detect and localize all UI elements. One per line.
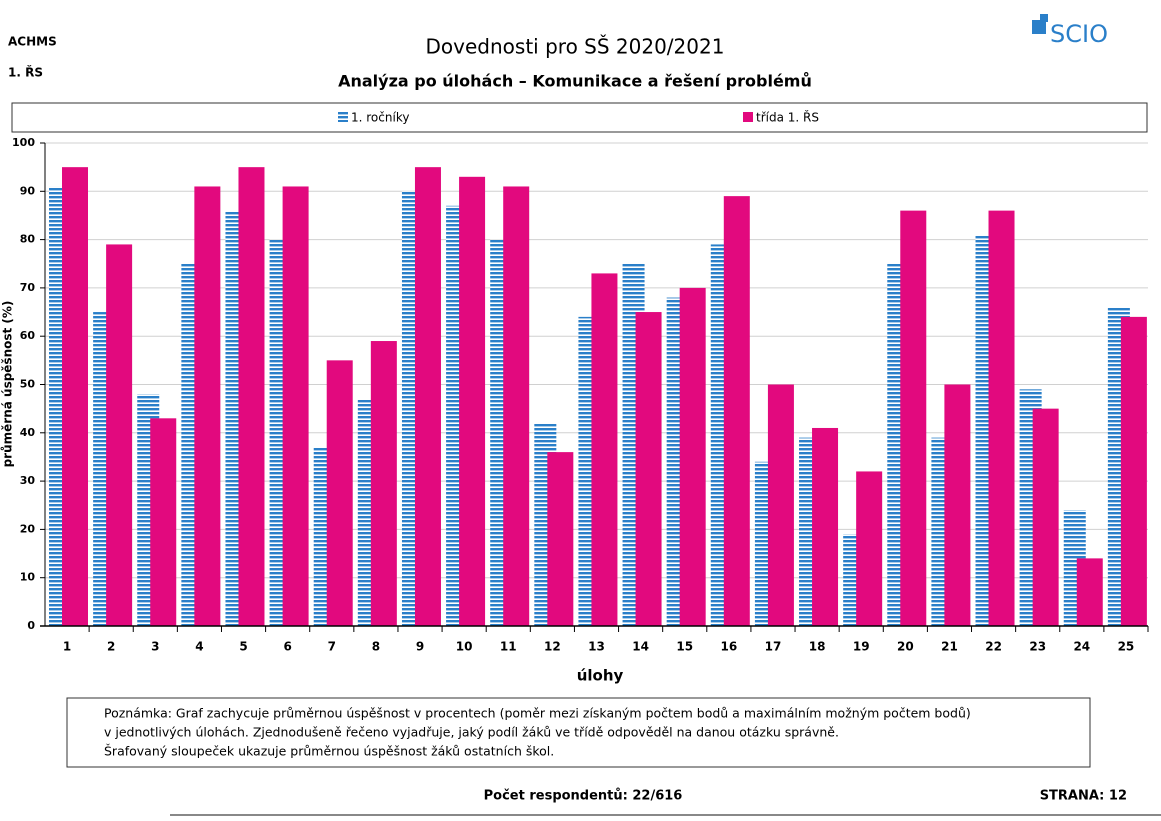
x-tick-label: 12 [544, 640, 561, 654]
x-tick-label: 10 [456, 640, 473, 654]
x-tick-label: 16 [721, 640, 738, 654]
legend-swatch [338, 112, 348, 122]
respondents: Počet respondentů: 22/616 [484, 789, 683, 804]
x-tick-label: 6 [283, 640, 291, 654]
x-tick-label: 9 [416, 640, 424, 654]
y-tick-label: 10 [20, 571, 36, 584]
chart-title: Dovednosti pro SŠ 2020/2021 [426, 35, 725, 59]
x-tick-label: 24 [1073, 640, 1090, 654]
x-tick-label: 13 [588, 640, 605, 654]
legend-label: třída 1. ŘS [756, 110, 819, 125]
bar [1076, 558, 1103, 626]
logo-mark [1040, 14, 1048, 22]
x-tick-label: 4 [195, 640, 203, 654]
x-tick-label: 3 [151, 640, 159, 654]
y-tick-label: 60 [20, 329, 36, 342]
bar [62, 167, 88, 626]
note-line: Šrafovaný sloupeček ukazuje průměrnou ús… [104, 744, 554, 759]
x-tick-label: 18 [809, 640, 826, 654]
bar [326, 360, 353, 626]
y-tick-label: 0 [27, 619, 35, 632]
x-tick-label: 1 [63, 640, 71, 654]
x-tick-label: 7 [328, 640, 336, 654]
logo: SCIO [1050, 20, 1108, 48]
x-tick-label: 5 [239, 640, 247, 654]
bar [150, 418, 177, 626]
y-tick-label: 70 [20, 281, 36, 294]
bar [238, 167, 265, 626]
x-tick-label: 8 [372, 640, 380, 654]
x-tick-label: 17 [765, 640, 782, 654]
bar [106, 244, 133, 626]
class: 1. ŘS [8, 65, 43, 80]
bar [547, 452, 574, 626]
x-tick-label: 14 [632, 640, 649, 654]
bar [767, 384, 794, 626]
bar [856, 471, 883, 626]
legend-box [11, 102, 1148, 133]
bar [723, 196, 750, 626]
x-tick-label: 25 [1118, 640, 1135, 654]
x-tick-label: 22 [985, 640, 1002, 654]
x-tick-label: 19 [853, 640, 870, 654]
x-tick-label: 20 [897, 640, 914, 654]
bar [1032, 408, 1059, 626]
y-tick-label: 20 [20, 522, 36, 535]
y-tick-label: 40 [20, 426, 36, 439]
note-line: v jednotlivých úlohách. Zjednodušeně řeč… [104, 725, 839, 740]
y-tick-label: 80 [20, 233, 36, 246]
logo-mark [1032, 20, 1046, 34]
y-tick-label: 50 [20, 378, 36, 391]
legend-swatch [743, 112, 753, 122]
bar [194, 186, 221, 626]
x-axis-label: úlohy [577, 667, 624, 685]
bar [679, 287, 706, 626]
bar [459, 176, 486, 626]
bar [282, 186, 309, 626]
bar [900, 210, 927, 626]
legend-label: 1. ročníky [351, 111, 409, 125]
y-tick-label: 30 [20, 474, 36, 487]
bar [635, 312, 662, 626]
y-tick-label: 90 [20, 184, 36, 197]
note-line: Poznámka: Graf zachycuje průměrnou úspěš… [104, 706, 971, 721]
bar [591, 273, 618, 626]
bar [503, 186, 530, 626]
bar [414, 167, 441, 626]
x-tick-label: 2 [107, 640, 115, 654]
bar [812, 427, 839, 626]
bar [1120, 316, 1147, 626]
page-number: STRANA: 12 [1040, 789, 1127, 804]
x-tick-label: 11 [500, 640, 517, 654]
bar [370, 341, 397, 626]
note-box [66, 697, 1091, 768]
bar [988, 210, 1015, 626]
y-axis-label: průměrná úspěšnost (%) [1, 301, 15, 468]
x-tick-label: 21 [941, 640, 958, 654]
x-tick-label: 23 [1029, 640, 1046, 654]
x-tick-label: 15 [676, 640, 693, 654]
chart-subtitle: Analýza po úlohách – Komunikace a řešení… [338, 72, 812, 91]
y-tick-label: 100 [12, 136, 35, 149]
bar [944, 384, 971, 626]
school: ACHMS [8, 35, 57, 49]
